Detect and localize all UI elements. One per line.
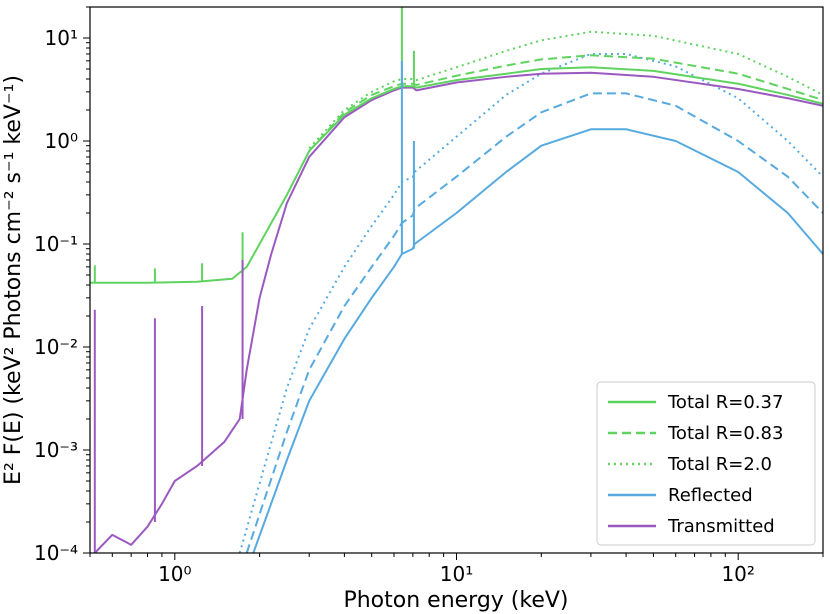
y-tick-label: 10⁻⁴: [34, 541, 78, 565]
legend-label-transmitted: Transmitted: [667, 516, 775, 537]
y-tick-label: 10⁻²: [34, 335, 78, 359]
legend-frame: [596, 381, 816, 546]
series-line-total-r-0-37: [90, 66, 823, 284]
y-axis-title: E² F(E) (keV² Photons cm⁻² s⁻¹ keV⁻¹): [1, 75, 26, 485]
legend-label-reflected: Reflected: [668, 485, 753, 506]
x-tick-label: 10¹: [440, 562, 473, 586]
x-axis-title: Photon energy (keV): [343, 588, 568, 613]
legend-label-total-r-0-83: Total R=0.83: [667, 423, 783, 444]
legend-label-total-r-2-0: Total R=2.0: [667, 454, 772, 475]
y-tick-label: 10⁰: [45, 129, 78, 153]
legend: Total R=0.37 Total R=0.83 Total R=2.0 Refle…: [596, 381, 816, 546]
y-tick-label: 10⁻¹: [34, 232, 78, 256]
series-line-total-r-2-0: [308, 30, 823, 149]
legend-label-total-r-0-37: Total R=0.37: [667, 392, 783, 413]
y-tick-label: 10⁻³: [34, 438, 78, 462]
series-line-reflected: [252, 128, 823, 553]
series-line-reflected-r-0-83: [245, 92, 823, 553]
series-line-total-r-0-83: [308, 54, 823, 152]
series-line-transmitted: [94, 71, 823, 553]
y-tick-label: 10¹: [45, 26, 78, 50]
series-line-reflected-r-2-0: [238, 52, 823, 553]
x-tick-label: 10⁰: [158, 562, 191, 586]
x-tick-label: 10²: [721, 562, 754, 586]
